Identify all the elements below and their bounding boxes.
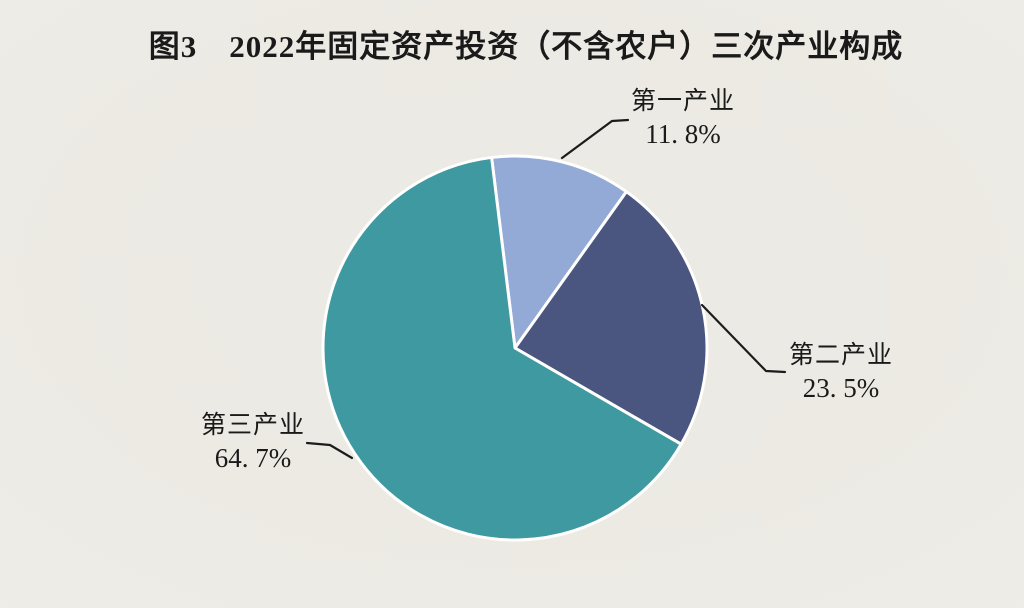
leader-line-1 — [560, 118, 630, 160]
slice-label-tertiary-industry: 第三产业 64. 7% — [173, 411, 333, 474]
pie-slice-3 — [321, 155, 683, 542]
slice-label-text: 第二产业 — [788, 342, 893, 369]
chart-title: 图3 2022年固定资产投资（不含农户）三次产业构成 — [148, 29, 904, 64]
slice-label-value: 11. 8% — [645, 118, 721, 149]
leader-line-2 — [700, 303, 787, 374]
leader-line-3 — [305, 441, 354, 460]
slice-label-value: 23. 5% — [802, 372, 880, 403]
pie-slice-1 — [490, 154, 628, 350]
pie-slice-2 — [513, 190, 709, 446]
slice-label-text: 第三产业 — [200, 412, 305, 439]
slice-label-text: 第一产业 — [630, 88, 735, 115]
slice-label-value: 64. 7% — [214, 442, 292, 473]
slice-label-primary-industry: 第一产业 11. 8% — [603, 87, 763, 150]
slice-label-secondary-industry: 第二产业 23. 5% — [761, 341, 921, 404]
